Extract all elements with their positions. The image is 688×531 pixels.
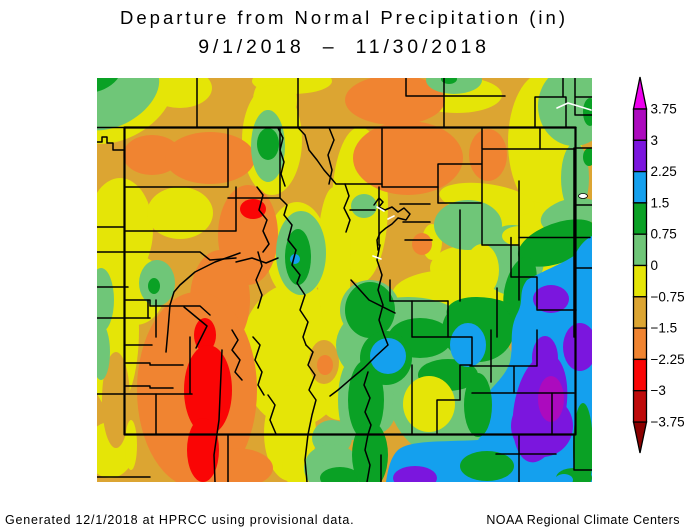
- svg-text:3.75: 3.75: [651, 102, 677, 117]
- svg-text:0: 0: [651, 258, 659, 273]
- svg-text:−3: −3: [651, 383, 666, 398]
- svg-text:−2.25: −2.25: [651, 352, 685, 367]
- svg-text:−0.75: −0.75: [651, 289, 685, 304]
- svg-text:−3.75: −3.75: [651, 415, 685, 430]
- svg-text:1.5: 1.5: [651, 195, 670, 210]
- svg-text:0.75: 0.75: [651, 227, 677, 242]
- svg-text:2.25: 2.25: [651, 164, 677, 179]
- svg-text:−1.5: −1.5: [651, 321, 678, 336]
- svg-text:3: 3: [651, 133, 659, 148]
